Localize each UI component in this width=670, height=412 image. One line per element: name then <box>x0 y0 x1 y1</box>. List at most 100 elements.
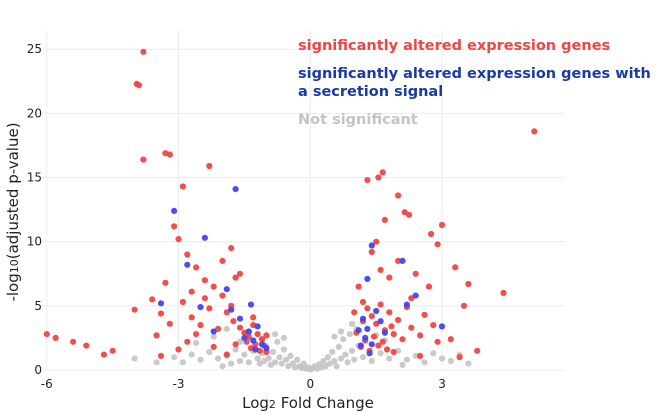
data-point <box>368 248 375 256</box>
data-point <box>438 221 446 229</box>
data-point <box>425 283 432 290</box>
data-point <box>395 192 402 199</box>
data-point <box>500 289 507 297</box>
data-point <box>474 347 481 354</box>
data-point <box>254 331 261 338</box>
data-point <box>179 183 186 190</box>
data-point <box>531 128 538 135</box>
data-point <box>241 334 248 341</box>
data-point <box>406 211 413 218</box>
data-point <box>232 341 239 348</box>
data-point <box>201 277 208 284</box>
data-point <box>452 264 459 271</box>
data-point <box>438 323 446 330</box>
data-point <box>210 333 217 340</box>
data-point <box>201 234 208 241</box>
data-point <box>157 310 165 317</box>
legend-entry-significant: significantly altered expression genes <box>298 38 610 54</box>
data-point <box>197 356 204 363</box>
data-point <box>52 334 59 341</box>
data-point <box>140 156 147 163</box>
data-point <box>421 311 428 318</box>
data-point <box>412 292 419 299</box>
data-point <box>245 359 252 366</box>
data-point <box>357 342 364 349</box>
y-tick-label: 0 <box>34 363 42 377</box>
data-point <box>278 360 285 367</box>
data-point <box>131 306 138 313</box>
data-point <box>230 318 237 325</box>
data-point <box>368 357 375 365</box>
data-point <box>283 356 290 363</box>
data-point <box>193 340 200 347</box>
data-point <box>434 338 441 345</box>
data-point <box>412 270 419 277</box>
data-point <box>337 328 345 335</box>
data-point <box>210 328 217 335</box>
data-point <box>403 356 410 363</box>
data-point <box>210 283 217 290</box>
data-point <box>166 151 173 158</box>
series-2 <box>157 186 446 357</box>
data-point <box>355 283 362 290</box>
data-point <box>269 348 277 356</box>
data-point <box>408 324 415 331</box>
data-points <box>43 48 538 373</box>
data-point <box>197 304 204 311</box>
y-tick-label: 5 <box>34 299 42 313</box>
data-point <box>390 331 397 338</box>
data-point <box>171 223 178 230</box>
data-point <box>258 336 266 343</box>
data-point <box>373 238 380 245</box>
data-point <box>366 350 373 357</box>
data-point <box>395 316 402 324</box>
data-point <box>333 363 340 370</box>
data-point <box>184 338 191 345</box>
data-point <box>140 48 147 55</box>
data-point <box>219 363 226 370</box>
data-point <box>263 332 270 339</box>
y-tick-label: 25 <box>27 42 42 56</box>
data-point <box>250 337 257 344</box>
data-point <box>377 350 384 357</box>
data-point <box>351 356 358 363</box>
data-point <box>188 351 195 358</box>
legend-entry-not-significant: Not significant <box>298 112 418 128</box>
data-point <box>399 361 406 368</box>
series-0 <box>131 320 472 373</box>
data-point <box>465 360 472 367</box>
legend: significantly altered expression genes s… <box>298 38 651 128</box>
data-point <box>375 342 382 349</box>
data-point <box>83 342 90 349</box>
data-point <box>206 348 213 356</box>
data-point <box>447 336 454 343</box>
data-point <box>428 230 435 238</box>
x-tick-label: -3 <box>173 377 185 391</box>
y-tick-label: 20 <box>27 106 42 120</box>
data-point <box>329 348 336 356</box>
data-point <box>379 338 386 345</box>
data-point <box>377 318 384 325</box>
data-point <box>395 257 402 264</box>
data-point <box>460 302 468 309</box>
data-point <box>206 162 213 170</box>
data-point <box>43 331 50 338</box>
data-point <box>254 323 261 330</box>
data-point <box>276 354 283 361</box>
data-point <box>348 347 356 354</box>
data-point <box>236 357 244 365</box>
data-point <box>390 348 397 356</box>
data-point <box>149 296 156 303</box>
data-point <box>388 323 395 330</box>
data-point <box>364 305 371 312</box>
data-point <box>236 324 244 331</box>
data-point <box>179 359 186 366</box>
data-point <box>337 355 345 362</box>
data-point <box>342 351 349 358</box>
data-point <box>70 338 77 345</box>
data-point <box>294 356 301 363</box>
data-point <box>399 257 406 264</box>
data-point <box>153 332 160 339</box>
data-point <box>362 334 369 341</box>
